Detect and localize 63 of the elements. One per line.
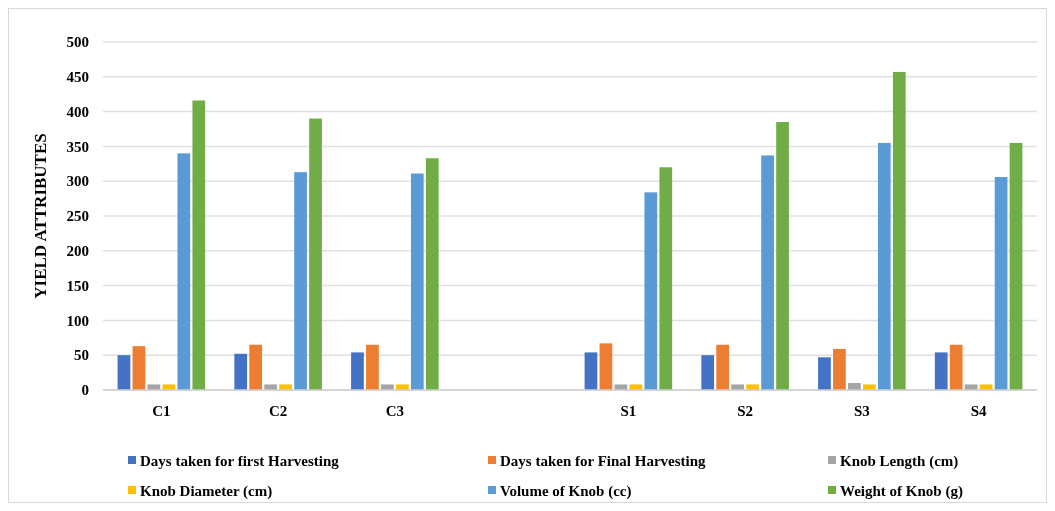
legend-label: Days taken for Final Harvesting bbox=[500, 453, 707, 470]
bar bbox=[234, 353, 248, 390]
y-tick-label: 150 bbox=[66, 277, 89, 294]
legend-label: Weight of Knob (g) bbox=[840, 483, 963, 501]
x-tick-label: S3 bbox=[853, 403, 870, 419]
bar bbox=[279, 384, 292, 390]
bar bbox=[132, 346, 146, 390]
x-tick-label: S1 bbox=[620, 403, 637, 419]
bar bbox=[964, 384, 978, 390]
legend-label: Knob Diameter (cm) bbox=[140, 483, 273, 501]
bar bbox=[659, 167, 673, 390]
bar bbox=[192, 100, 206, 390]
y-tick-label: 400 bbox=[66, 103, 89, 120]
bar bbox=[599, 343, 613, 390]
bar bbox=[731, 384, 744, 390]
bar bbox=[425, 158, 439, 390]
bar bbox=[644, 192, 658, 390]
bar bbox=[761, 155, 774, 390]
bar bbox=[162, 384, 176, 390]
x-tick-label: C3 bbox=[385, 403, 405, 419]
bar bbox=[877, 142, 891, 390]
y-tick-label: 250 bbox=[66, 208, 89, 225]
x-tick-label: S4 bbox=[970, 403, 988, 419]
bar bbox=[396, 384, 409, 390]
bar bbox=[351, 352, 364, 390]
y-tick-label: 100 bbox=[66, 312, 89, 329]
bar bbox=[701, 355, 715, 390]
legend-label: Days taken for first Harvesting bbox=[140, 453, 340, 470]
bar bbox=[934, 352, 948, 390]
bar bbox=[309, 118, 322, 390]
x-tick-label: S2 bbox=[737, 403, 754, 419]
bar bbox=[776, 122, 789, 390]
legend-label: Knob Length (cm) bbox=[840, 453, 959, 471]
bar bbox=[949, 344, 963, 390]
y-tick-label: 350 bbox=[66, 138, 89, 155]
bar bbox=[584, 352, 598, 390]
bar bbox=[892, 71, 906, 390]
y-tick-label: 450 bbox=[66, 69, 89, 86]
y-axis-title: YIELD ATTRIBUTES bbox=[31, 133, 50, 299]
bar bbox=[716, 344, 730, 390]
bar bbox=[366, 344, 379, 390]
legend-label: Volume of Knob (cc) bbox=[500, 483, 632, 501]
y-tick-label: 0 bbox=[81, 382, 89, 399]
bar bbox=[863, 384, 876, 390]
bar bbox=[264, 384, 277, 390]
bar bbox=[410, 173, 424, 390]
bar bbox=[1009, 142, 1023, 390]
bar bbox=[818, 357, 831, 390]
y-tick-label: 300 bbox=[66, 173, 89, 190]
bar bbox=[294, 172, 307, 390]
y-tick-label: 50 bbox=[74, 347, 89, 364]
y-tick-label: 500 bbox=[66, 34, 89, 51]
x-tick-label: C2 bbox=[268, 403, 288, 419]
bar bbox=[746, 384, 759, 390]
bar bbox=[381, 384, 394, 390]
bar bbox=[994, 177, 1008, 390]
bar bbox=[833, 348, 846, 390]
x-tick-label: C1 bbox=[152, 403, 171, 419]
bar bbox=[117, 355, 131, 390]
y-tick-label: 200 bbox=[66, 243, 89, 260]
bar bbox=[177, 153, 191, 390]
bar bbox=[629, 384, 643, 390]
bar bbox=[249, 344, 263, 390]
